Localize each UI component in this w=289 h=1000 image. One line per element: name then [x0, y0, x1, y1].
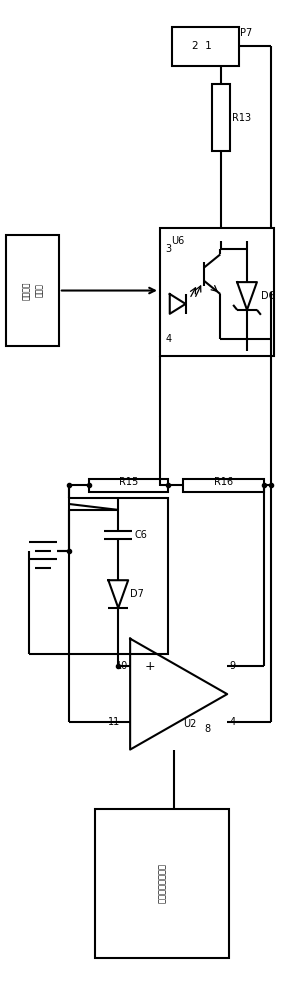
- Bar: [6, 235, 59, 346]
- Text: 9: 9: [229, 661, 235, 671]
- Text: C6: C6: [134, 530, 147, 540]
- Text: R16: R16: [214, 477, 233, 487]
- Text: 3: 3: [166, 244, 172, 254]
- Bar: [95, 809, 229, 958]
- Bar: [172, 27, 239, 66]
- Text: 4: 4: [166, 334, 172, 344]
- Text: 2  1: 2 1: [192, 41, 211, 51]
- Text: U2: U2: [183, 719, 196, 729]
- Text: D6: D6: [261, 291, 275, 301]
- Bar: [183, 479, 264, 492]
- Text: R15: R15: [118, 477, 138, 487]
- Text: +: +: [144, 660, 155, 673]
- Bar: [88, 479, 168, 492]
- Text: 10: 10: [116, 661, 128, 671]
- Text: D7: D7: [130, 589, 144, 599]
- Text: R13: R13: [232, 113, 251, 123]
- Text: P7: P7: [240, 28, 252, 38]
- Bar: [160, 228, 274, 356]
- Text: 电流波形给定信号: 电流波形给定信号: [158, 863, 167, 903]
- Text: U6: U6: [171, 236, 184, 246]
- Text: 4: 4: [229, 717, 235, 727]
- Bar: [69, 498, 168, 654]
- Bar: [212, 84, 230, 151]
- Text: 弧焊电源: 弧焊电源: [22, 281, 31, 300]
- Text: 分配器: 分配器: [35, 284, 44, 297]
- Text: 11: 11: [108, 717, 120, 727]
- Text: 8: 8: [204, 724, 210, 734]
